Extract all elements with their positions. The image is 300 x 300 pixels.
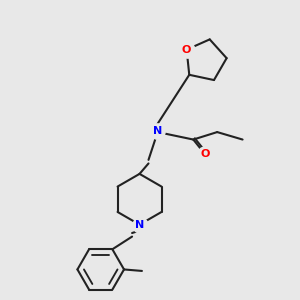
Text: O: O <box>201 149 210 160</box>
Text: N: N <box>153 126 162 136</box>
Text: N: N <box>135 220 144 230</box>
Text: O: O <box>182 45 191 55</box>
